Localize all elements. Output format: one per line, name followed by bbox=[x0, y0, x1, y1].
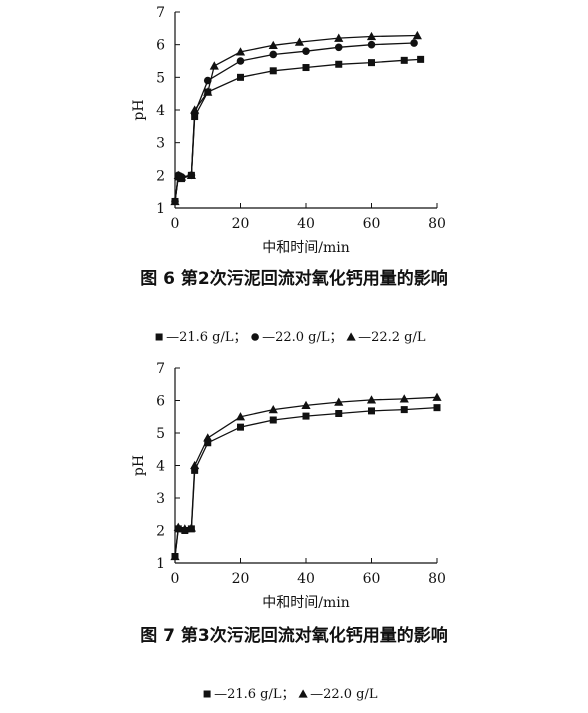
legend-label: —21.6 g/L； bbox=[166, 330, 246, 345]
y-tick-label: 2 bbox=[156, 524, 165, 540]
data-point-square bbox=[204, 439, 212, 447]
y-tick-label: 7 bbox=[156, 361, 165, 377]
x-tick-label: 20 bbox=[232, 216, 250, 232]
legend-figure-6: —21.6 g/L； —22.0 g/L； —22.2 g/L bbox=[155, 330, 426, 345]
y-tick-label: 1 bbox=[156, 201, 165, 217]
legend-marker-square bbox=[203, 690, 211, 698]
chart-figure-6: 1 2 3 4 5 6 7 0 20 40 60 80 中和时间/min pH bbox=[131, 5, 446, 256]
x-tick-label: 40 bbox=[297, 216, 315, 232]
legend-marker-triangle bbox=[298, 689, 308, 698]
data-point-triangle bbox=[209, 61, 219, 70]
y-axis-label: pH bbox=[131, 455, 147, 476]
data-point-triangle bbox=[268, 40, 278, 49]
data-point-triangle bbox=[173, 522, 183, 531]
series-line-square bbox=[174, 406, 438, 557]
data-point-triangle bbox=[412, 30, 422, 40]
y-tick-label: 1 bbox=[156, 556, 165, 572]
data-point-square bbox=[400, 56, 408, 64]
data-point-circle bbox=[236, 57, 245, 65]
data-point-triangle bbox=[190, 105, 200, 114]
data-point-triangle bbox=[432, 392, 442, 401]
y-axis-label: pH bbox=[131, 99, 147, 120]
x-tick-label: 0 bbox=[171, 571, 180, 587]
data-point-triangle bbox=[334, 33, 344, 42]
y-tick-label: 7 bbox=[156, 5, 165, 21]
legend-label: —22.0 g/L bbox=[310, 687, 378, 702]
data-point-circle bbox=[367, 40, 376, 49]
data-point-square bbox=[269, 67, 277, 75]
data-point-triangle bbox=[294, 37, 305, 46]
y-tick-label: 5 bbox=[156, 70, 165, 86]
legend-marker-triangle bbox=[346, 332, 356, 341]
data-point-circle bbox=[302, 47, 310, 55]
data-point-square bbox=[237, 423, 244, 431]
data-point-square bbox=[335, 410, 343, 417]
legend-marker-square bbox=[155, 333, 163, 341]
data-point-square bbox=[302, 64, 310, 72]
data-point-triangle bbox=[399, 394, 409, 403]
data-point-triangle bbox=[235, 412, 246, 421]
x-tick-label: 0 bbox=[171, 216, 180, 232]
data-point-circle bbox=[334, 43, 343, 52]
data-point-circle bbox=[269, 50, 278, 59]
data-point-triangle bbox=[170, 551, 180, 561]
x-tick-label: 60 bbox=[363, 571, 381, 587]
caption-figure-6: 图 6 第2次污泥回流对氧化钙用量的影响 bbox=[140, 268, 448, 289]
x-tick-label: 40 bbox=[297, 571, 315, 587]
chart-figure-7: 1 2 3 4 5 6 7 0 20 40 60 80 中和时间/min pH bbox=[131, 361, 446, 611]
y-tick-label: 4 bbox=[156, 459, 165, 475]
y-tick-label: 3 bbox=[156, 491, 165, 507]
data-point-triangle bbox=[190, 460, 200, 470]
data-point-triangle bbox=[235, 47, 246, 56]
data-point-triangle bbox=[176, 172, 187, 181]
data-point-triangle bbox=[203, 87, 213, 96]
y-tick-label: 4 bbox=[156, 103, 165, 119]
legend-label: —22.0 g/L； bbox=[262, 330, 342, 345]
data-point-triangle bbox=[203, 433, 213, 442]
data-point-square bbox=[400, 406, 408, 414]
series-line-circle bbox=[174, 42, 415, 202]
series-line-triangle bbox=[174, 396, 438, 557]
caption-figure-7: 图 7 第3次污泥回流对氧化钙用量的影响 bbox=[140, 625, 448, 646]
data-point-square bbox=[433, 404, 441, 412]
data-point-square bbox=[237, 73, 244, 81]
data-point-triangle bbox=[301, 400, 311, 410]
data-point-square bbox=[368, 407, 375, 415]
series-line-triangle bbox=[174, 34, 418, 202]
data-point-triangle bbox=[170, 196, 180, 206]
y-tick-label: 6 bbox=[156, 394, 165, 410]
data-point-circle bbox=[410, 39, 418, 47]
x-tick-label: 80 bbox=[428, 216, 446, 232]
y-tick-label: 3 bbox=[156, 136, 165, 152]
x-tick-label: 80 bbox=[428, 571, 446, 587]
data-point-square bbox=[368, 59, 375, 67]
y-tick-label: 2 bbox=[156, 168, 165, 184]
data-point-triangle bbox=[366, 395, 377, 404]
data-point-square bbox=[302, 412, 310, 420]
legend-marker-circle bbox=[251, 333, 259, 341]
data-point-triangle bbox=[186, 170, 196, 180]
x-tick-label: 20 bbox=[232, 571, 250, 587]
data-point-square bbox=[417, 55, 425, 63]
legend-label: —22.2 g/L bbox=[358, 330, 426, 345]
data-point-triangle bbox=[366, 31, 377, 41]
data-point-triangle bbox=[186, 523, 196, 532]
data-point-triangle bbox=[180, 524, 190, 533]
x-axis-label: 中和时间/min bbox=[262, 240, 350, 256]
y-tick-label: 6 bbox=[156, 38, 165, 54]
legend-figure-7: —21.6 g/L； —22.0 g/L bbox=[203, 687, 378, 702]
data-point-triangle bbox=[334, 397, 344, 406]
series-line-square bbox=[174, 58, 421, 202]
legend-label: —21.6 g/L； bbox=[214, 687, 294, 702]
data-point-triangle bbox=[268, 405, 278, 414]
data-point-square bbox=[335, 60, 343, 68]
y-tick-label: 5 bbox=[156, 426, 165, 442]
data-point-square bbox=[269, 416, 277, 424]
x-tick-label: 60 bbox=[363, 216, 381, 232]
x-axis-label: 中和时间/min bbox=[262, 595, 350, 611]
